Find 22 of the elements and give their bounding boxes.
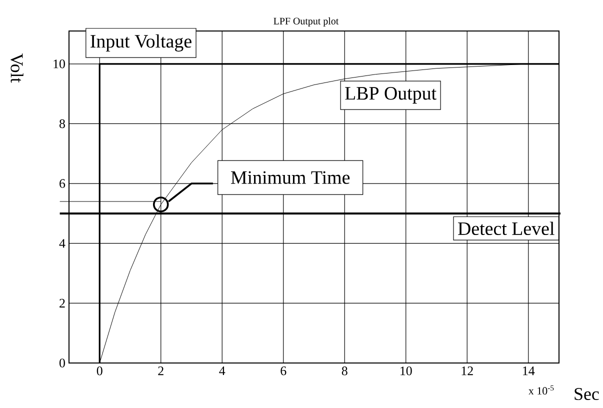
x-tick-label: 8 bbox=[342, 366, 348, 376]
y-tick-label: 6 bbox=[60, 179, 66, 188]
x-tick-label: 6 bbox=[280, 366, 286, 376]
y-tick-label: 8 bbox=[60, 119, 65, 128]
series-label: LBP Output bbox=[345, 87, 436, 104]
x-tick-label: 2 bbox=[158, 366, 164, 376]
y-axis-title: Volt bbox=[10, 53, 24, 83]
x-tick-label: 12 bbox=[462, 366, 473, 376]
chart-title: LPF Output plot bbox=[274, 17, 339, 26]
y-tick-label: 0 bbox=[60, 358, 65, 368]
x-axis-title: Sec bbox=[574, 388, 599, 400]
series-label: Input Voltage bbox=[90, 34, 192, 52]
x-tick-label: 4 bbox=[219, 366, 226, 376]
x-tick-label: 14 bbox=[523, 366, 535, 376]
ref-line-label: Detect Level bbox=[458, 222, 554, 236]
x-tick-label: 0 bbox=[96, 366, 102, 376]
text: x 10$^{-5}$ bbox=[528, 385, 554, 395]
annotation: Minimum Time bbox=[231, 171, 350, 184]
x-tick-label: 10 bbox=[400, 366, 412, 376]
y-tick-label: 10 bbox=[54, 60, 65, 68]
y-tick-label: 4 bbox=[59, 239, 66, 248]
y-tick-label: 2 bbox=[60, 298, 65, 308]
